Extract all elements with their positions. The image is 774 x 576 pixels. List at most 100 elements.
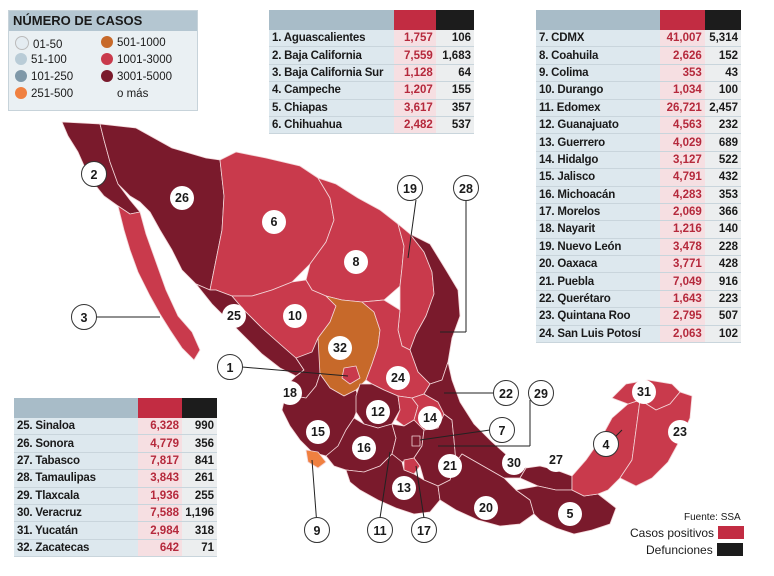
state-quintana-roo xyxy=(619,391,693,487)
state-baja-california-sur xyxy=(117,205,201,361)
table-row: 31. Yucatán 2,984 318 xyxy=(14,521,217,540)
state-cases: 7,817 xyxy=(137,452,182,471)
state-deaths: 223 xyxy=(704,290,741,309)
state-deaths: 366 xyxy=(704,203,741,222)
state-name: 32. Zacatecas xyxy=(14,539,138,558)
state-cases: 26,721 xyxy=(659,99,705,117)
map-label-6: 6 xyxy=(262,210,286,234)
state-deaths: 140 xyxy=(704,220,741,239)
state-cases: 41,007 xyxy=(659,30,705,48)
table-row: 17. Morelos 2,069 366 xyxy=(536,203,741,222)
state-name: 26. Sonora xyxy=(14,434,138,453)
state-name: 14. Hidalgo xyxy=(536,151,660,170)
legend-swatch xyxy=(15,36,29,50)
state-deaths: 522 xyxy=(704,151,741,170)
key-cases-swatch xyxy=(718,526,745,539)
state-deaths: 71 xyxy=(182,539,217,558)
table-row: 26. Sonora 4,779 356 xyxy=(14,434,217,453)
map-label-30: 30 xyxy=(502,451,526,475)
cases-table-b: 7. CDMX 41,007 5,314 8. Coahuila 2,626 152 9. … xyxy=(536,10,741,344)
header-deaths xyxy=(435,10,474,30)
legend-swatch xyxy=(101,70,113,82)
state-name: 2. Baja California xyxy=(269,46,394,65)
state-cases: 4,779 xyxy=(137,434,182,453)
table-header xyxy=(269,10,474,30)
state-cases: 4,563 xyxy=(659,116,705,135)
legend-item: 501-1000 xyxy=(101,36,166,50)
state-cases: 4,029 xyxy=(659,133,705,152)
legend-label: o más xyxy=(117,88,149,100)
cases-table-a: 1. Aguascalientes 1,757 106 2. Baja Califor… xyxy=(269,10,474,135)
state-deaths: 152 xyxy=(704,46,741,65)
state-name: 16. Michoacán xyxy=(536,186,660,204)
state-aguascalientes xyxy=(341,365,361,385)
table-row: 25. Sinaloa 6,328 990 xyxy=(14,418,217,436)
state-colima xyxy=(305,449,327,469)
table-row: 32. Zacatecas 642 71 xyxy=(14,539,217,558)
legend-item: 1001-3000 xyxy=(101,53,172,67)
table-row: 22. Querétaro 1,643 223 xyxy=(536,290,741,309)
table-row: 12. Guanajuato 4,563 232 xyxy=(536,116,741,135)
state-name: 1. Aguascalientes xyxy=(269,30,394,48)
state-deaths: 102 xyxy=(704,325,741,344)
map-label-2: 2 xyxy=(81,161,107,187)
state-name: 8. Coahuila xyxy=(536,46,660,65)
key-cases-label: Casos positivos xyxy=(630,526,715,540)
state-cases: 2,626 xyxy=(659,46,705,65)
table-row: 10. Durango 1,034 100 xyxy=(536,81,741,100)
table-row: 14. Hidalgo 3,127 522 xyxy=(536,151,741,170)
map-label-20: 20 xyxy=(474,496,498,520)
state-name: 9. Colima xyxy=(536,64,660,83)
table-row: 24. San Luis Potosí 2,063 102 xyxy=(536,325,741,344)
map-label-3: 3 xyxy=(71,304,97,330)
table-row: 18. Nayarit 1,216 140 xyxy=(536,220,741,239)
state-cases: 2,063 xyxy=(659,325,705,344)
state-cases: 4,283 xyxy=(659,186,705,204)
state-cases: 3,771 xyxy=(659,255,705,274)
table-row: 15. Jalisco 4,791 432 xyxy=(536,168,741,187)
state-deaths: 228 xyxy=(704,238,741,257)
legend-item: 01-50 xyxy=(15,36,62,52)
map-label-14: 14 xyxy=(418,406,442,430)
state-name: 11. Edomex xyxy=(536,99,660,117)
legend-label: 251-500 xyxy=(31,88,74,100)
table-row: 4. Campeche 1,207 155 xyxy=(269,81,474,100)
legend-item: 251-500 xyxy=(15,87,73,101)
map-label-5: 5 xyxy=(558,502,582,526)
map-label-23: 23 xyxy=(668,420,692,444)
table-row: 1. Aguascalientes 1,757 106 xyxy=(269,30,474,48)
state-cases: 3,478 xyxy=(659,238,705,257)
table-row: 6. Chihuahua 2,482 537 xyxy=(269,116,474,135)
state-deaths: 353 xyxy=(704,186,741,204)
state-cases: 642 xyxy=(137,539,182,558)
state-cases: 1,757 xyxy=(393,30,436,48)
table-row: 27. Tabasco 7,817 841 xyxy=(14,452,217,471)
legend-label: 3001-5000 xyxy=(117,71,172,83)
state-cases: 3,127 xyxy=(659,151,705,170)
legend-swatch xyxy=(15,53,27,65)
state-cases: 353 xyxy=(659,64,705,83)
state-cases: 2,482 xyxy=(393,116,436,135)
table-row: 28. Tamaulipas 3,843 261 xyxy=(14,469,217,488)
map-label-7: 7 xyxy=(489,417,515,443)
state-name: 12. Guanajuato xyxy=(536,116,660,135)
legend-swatch xyxy=(101,36,113,48)
map-label-1: 1 xyxy=(217,354,243,380)
state-deaths: 356 xyxy=(182,434,217,453)
table-row: 8. Coahuila 2,626 152 xyxy=(536,46,741,65)
map-label-17: 17 xyxy=(411,517,437,543)
map-label-9: 9 xyxy=(304,517,330,543)
key-deaths: Defunciones xyxy=(646,543,743,557)
state-name: 29. Tlaxcala xyxy=(14,487,138,505)
table-row: 21. Puebla 7,049 916 xyxy=(536,272,741,291)
legend-swatch xyxy=(15,70,27,82)
legend-label: 01-50 xyxy=(33,39,63,51)
header-cases xyxy=(659,10,705,30)
state-deaths: 5,314 xyxy=(704,30,741,48)
state-name: 24. San Luis Potosí xyxy=(536,325,660,344)
header-deaths xyxy=(704,10,741,30)
state-name: 22. Querétaro xyxy=(536,290,660,309)
state-name: 18. Nayarit xyxy=(536,220,660,239)
state-name: 7. CDMX xyxy=(536,30,660,48)
